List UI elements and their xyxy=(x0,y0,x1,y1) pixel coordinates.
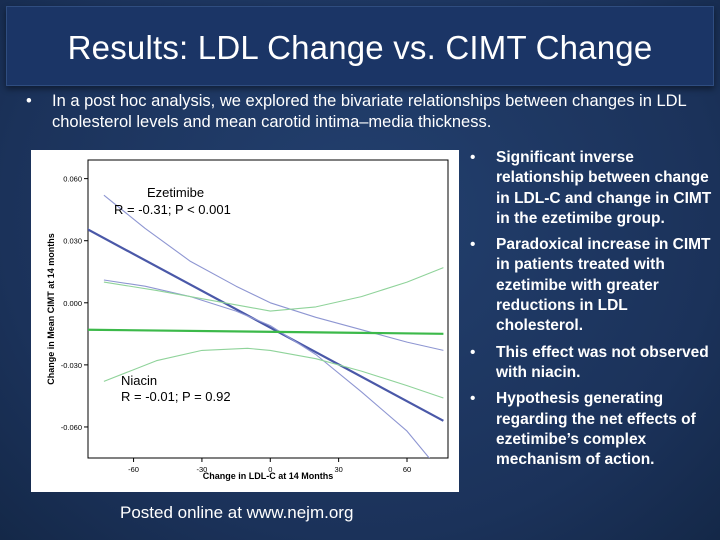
y-tick-label: -0.030 xyxy=(61,361,82,370)
niacin-fit-line xyxy=(88,328,444,335)
findings-item: • This effect was not observed with niaci… xyxy=(470,343,715,384)
intro-paragraph: • In a post hoc analysis, we explored th… xyxy=(26,91,696,133)
x-tick-label: 0 xyxy=(268,465,272,474)
findings-item-text: Significant inverse relationship between… xyxy=(496,149,712,227)
x-tick-label: 30 xyxy=(334,465,342,474)
niacin-stats: R = -0.01; P = 0.92 xyxy=(121,389,231,404)
y-tick-label: 0.030 xyxy=(63,237,82,246)
y-tick-label: -0.060 xyxy=(61,423,82,432)
bullet-marker: • xyxy=(470,149,476,166)
intro-text: In a post hoc analysis, we explored the … xyxy=(52,92,687,131)
ezetimibe-stats: R = -0.31; P < 0.001 xyxy=(114,202,231,217)
ezetimibe-ci-lower-line xyxy=(103,279,430,458)
x-tick-label: -30 xyxy=(197,465,208,474)
plot-area xyxy=(87,159,449,459)
findings-item: • Significant inverse relationship betwee… xyxy=(470,148,715,229)
findings-item: • Paradoxical increase in CIMT in patient… xyxy=(470,235,715,336)
findings-item-text: Hypothesis generating regarding the net … xyxy=(496,390,696,469)
x-axis-label: Change in LDL-C at 14 Months xyxy=(203,471,334,481)
findings-item: • Hypothesis generating regarding the net… xyxy=(470,389,715,470)
source-footer: Posted online at www.nejm.org xyxy=(120,503,354,522)
ezetimibe-fit-line xyxy=(88,228,444,422)
intro-bullet-marker: • xyxy=(26,92,32,110)
ezetimibe-label: Ezetimibe xyxy=(147,185,204,200)
slide-title: Results: LDL Change vs. CIMT Change xyxy=(67,29,653,66)
x-tick-label: 60 xyxy=(403,465,411,474)
niacin-ci-upper-line xyxy=(103,267,444,312)
niacin-label: Niacin xyxy=(121,373,157,388)
findings-item-text: This effect was not observed with niacin… xyxy=(496,343,709,381)
x-tick-label: -60 xyxy=(128,465,139,474)
bullet-marker: • xyxy=(470,236,476,254)
bullet-marker: • xyxy=(470,390,476,408)
y-tick-label: 0.060 xyxy=(63,175,82,184)
ezetimibe-ci-upper-line xyxy=(103,194,444,351)
findings-item-text: Paradoxical increase in CIMT in patients… xyxy=(496,236,711,335)
findings-list: • Significant inverse relationship betwee… xyxy=(470,148,715,476)
bullet-marker: • xyxy=(470,343,476,361)
y-tick-label: 0.000 xyxy=(63,299,82,308)
chart-panel: -0.060 -0.030 0.000 0.030 0.060 -60 -30 0 30 60 … xyxy=(31,150,459,492)
y-axis-label: Change in Mean CIMT at 14 months xyxy=(46,233,56,385)
niacin-ci-lower-line xyxy=(103,347,444,399)
title-bar: Results: LDL Change vs. CIMT Change xyxy=(6,6,714,86)
